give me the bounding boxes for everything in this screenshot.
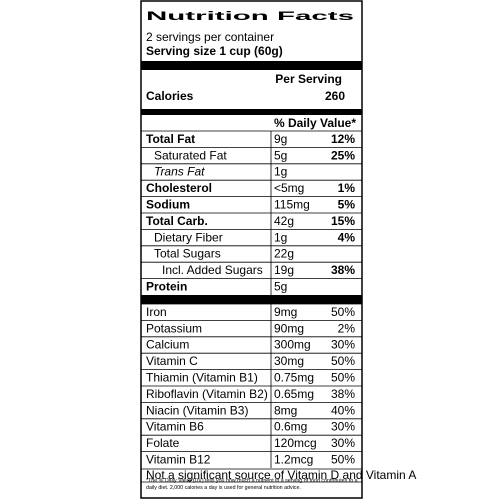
nutrient-dv: 2% bbox=[338, 321, 356, 335]
nutrient-dv: 50% bbox=[331, 452, 355, 466]
nutrient-dv: 30% bbox=[331, 436, 355, 450]
nutrient-name: Vitamin C bbox=[146, 354, 198, 368]
nutrient-dv: 12% bbox=[331, 132, 355, 146]
nutrient-amount: 1g bbox=[274, 165, 287, 179]
nutrient-amount: 5g bbox=[274, 279, 287, 293]
nutrient-amount: 30mg bbox=[274, 354, 304, 368]
nutrient-amount: 19g bbox=[274, 263, 294, 277]
nutrient-name: Trans Fat bbox=[154, 165, 205, 179]
nutrient-amount: 115mg bbox=[274, 197, 310, 211]
nutrient-amount: 5g bbox=[274, 148, 287, 162]
nutrient-name: Incl. Added Sugars bbox=[162, 263, 263, 277]
nutrient-amount: 9mg bbox=[274, 305, 297, 319]
calories-label: Calories bbox=[146, 89, 194, 103]
per-serving: Per Serving bbox=[275, 72, 342, 86]
nutrient-amount: 9g bbox=[274, 132, 287, 146]
note: Not a significant source of Vitamin D an… bbox=[146, 468, 416, 482]
footnote: *The % Daily Value (DV) tells you how mu… bbox=[146, 478, 358, 491]
thick-bar bbox=[141, 109, 362, 115]
nutrient-dv: 30% bbox=[331, 338, 355, 352]
nutrient-name: Niacin (Vitamin B3) bbox=[146, 403, 248, 417]
nutrient-name: Thiamin (Vitamin B1) bbox=[146, 370, 258, 384]
nutrient-dv: 5% bbox=[338, 197, 356, 211]
nutrient-name: Cholesterol bbox=[146, 181, 212, 195]
nutrient-name: Protein bbox=[146, 279, 187, 293]
nutrient-amount: 120mcg bbox=[274, 436, 317, 450]
nutrient-name: Calcium bbox=[146, 338, 189, 352]
nutrient-amount: 8mg bbox=[274, 403, 297, 417]
nutrient-amount: 22g bbox=[274, 247, 294, 261]
nutrient-amount: 90mg bbox=[274, 321, 304, 335]
nutrient-dv: 38% bbox=[331, 263, 355, 277]
nutrient-name: Potassium bbox=[146, 321, 202, 335]
nutrient-dv: 40% bbox=[331, 403, 355, 417]
nutrient-dv: 50% bbox=[331, 354, 355, 368]
nutrient-amount: 0.6mg bbox=[274, 420, 307, 434]
calories-value: 260 bbox=[325, 89, 345, 103]
thick-bar bbox=[141, 61, 362, 70]
nutrient-name: Iron bbox=[146, 305, 167, 319]
thick-bar bbox=[141, 295, 362, 304]
nutrient-name: Folate bbox=[146, 436, 180, 450]
nutrient-amount: 1g bbox=[274, 230, 287, 244]
nutrient-dv: 15% bbox=[331, 214, 355, 228]
label-border bbox=[140, 0, 363, 499]
nutrient-name: Dietary Fiber bbox=[154, 230, 223, 244]
nutrient-dv: 30% bbox=[331, 420, 355, 434]
nutrient-name: Riboflavin (Vitamin B2) bbox=[146, 387, 268, 401]
nutrient-amount: 0.65mg bbox=[274, 387, 314, 401]
nutrient-name: Vitamin B6 bbox=[146, 420, 204, 434]
nutrient-amount: 300mg bbox=[274, 338, 311, 352]
nutrient-dv: 4% bbox=[338, 230, 356, 244]
serving-size: Serving size 1 cup (60g) bbox=[146, 44, 283, 58]
nutrient-name: Total Fat bbox=[146, 132, 195, 146]
nutrient-name: Total Carb. bbox=[146, 214, 208, 228]
nutrient-name: Sodium bbox=[146, 197, 190, 211]
nutrient-dv: 50% bbox=[331, 370, 355, 384]
nutrient-amount: 1.2mcg bbox=[274, 452, 313, 466]
nutrient-dv: 50% bbox=[331, 305, 355, 319]
nutrient-amount: 0.75mg bbox=[274, 370, 314, 384]
nutrient-name: Vitamin B12 bbox=[146, 452, 211, 466]
nutrient-amount: 42g bbox=[274, 214, 294, 228]
servings: 2 servings per container bbox=[146, 30, 274, 44]
nutrient-dv: 38% bbox=[331, 387, 355, 401]
nutrient-dv: 25% bbox=[331, 148, 355, 162]
nutrient-name: Saturated Fat bbox=[154, 148, 227, 162]
nutrient-name: Total Sugars bbox=[154, 247, 221, 261]
dv-header: % Daily Value* bbox=[274, 116, 356, 130]
nutrient-dv: 1% bbox=[338, 181, 356, 195]
nutrient-amount: <5mg bbox=[274, 181, 304, 195]
title: Nutrition Facts bbox=[146, 9, 355, 23]
